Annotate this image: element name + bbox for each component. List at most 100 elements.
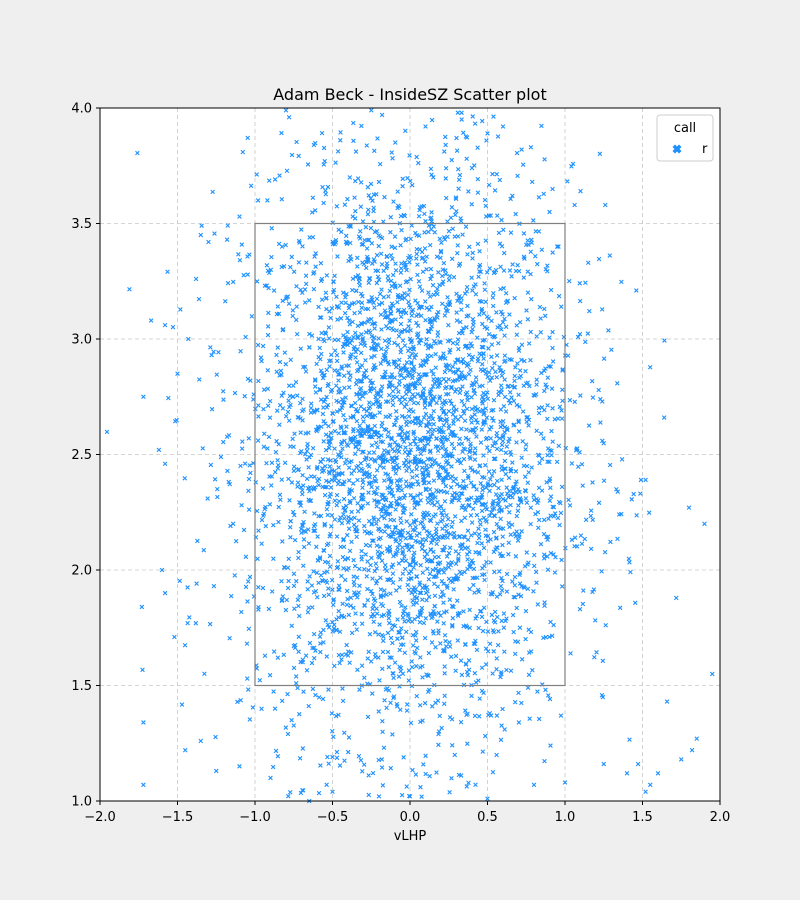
- scatter-point: [517, 570, 523, 576]
- scatter-point: [352, 195, 357, 200]
- scatter-point: [306, 298, 312, 303]
- scatter-point: [638, 491, 643, 496]
- scatter-point: [432, 536, 438, 542]
- scatter-point: [383, 457, 388, 463]
- scatter-point: [449, 204, 455, 210]
- scatter-point: [489, 342, 495, 347]
- scatter-point: [296, 260, 302, 265]
- scatter-point: [360, 492, 366, 498]
- scatter-point: [291, 468, 297, 474]
- scatter-point: [340, 686, 345, 691]
- scatter-point: [288, 357, 294, 363]
- scatter-point: [349, 458, 354, 464]
- scatter-point: [429, 304, 434, 310]
- scatter-point: [449, 441, 455, 447]
- scatter-point: [430, 431, 435, 436]
- scatter-point: [386, 294, 391, 299]
- scatter-point: [539, 247, 545, 253]
- scatter-point: [442, 369, 448, 375]
- scatter-point: [345, 340, 350, 345]
- scatter-point: [499, 217, 504, 223]
- scatter-point: [465, 252, 470, 257]
- scatter-point: [507, 268, 513, 273]
- scatter-point: [433, 574, 438, 580]
- scatter-point: [344, 291, 349, 297]
- scatter-point: [275, 753, 281, 759]
- scatter-point: [474, 613, 480, 619]
- scatter-point: [395, 636, 400, 642]
- scatter-point: [403, 445, 408, 450]
- scatter-point: [324, 478, 329, 484]
- scatter-point: [528, 629, 534, 635]
- scatter-point: [309, 583, 315, 588]
- scatter-point: [402, 449, 408, 455]
- scatter-point: [433, 644, 438, 650]
- scatter-point: [455, 337, 461, 342]
- scatter-point: [323, 618, 329, 623]
- scatter-point: [272, 177, 278, 182]
- scatter-point: [511, 398, 517, 404]
- scatter-point: [426, 290, 431, 295]
- scatter-point: [359, 554, 364, 559]
- scatter-point: [289, 254, 295, 260]
- scatter-point: [449, 742, 455, 748]
- scatter-point: [438, 488, 444, 494]
- scatter-point: [314, 570, 320, 576]
- scatter-point: [502, 394, 508, 400]
- scatter-point: [390, 622, 396, 628]
- scatter-point: [415, 323, 421, 329]
- scatter-point: [502, 359, 507, 364]
- scatter-point: [500, 227, 506, 233]
- scatter-point: [208, 462, 214, 468]
- scatter-point: [390, 272, 396, 278]
- scatter-point: [363, 552, 369, 557]
- scatter-point: [428, 393, 434, 399]
- scatter-point: [508, 668, 514, 674]
- scatter-point: [332, 241, 338, 247]
- scatter-point: [420, 511, 426, 517]
- scatter-point: [565, 179, 570, 184]
- scatter-point: [270, 764, 276, 770]
- scatter-point: [436, 505, 442, 511]
- scatter-point: [547, 696, 553, 702]
- scatter-point: [346, 565, 351, 571]
- scatter-point: [429, 640, 435, 645]
- scatter-point: [526, 470, 532, 475]
- scatter-point: [366, 450, 372, 455]
- scatter-point: [442, 356, 448, 361]
- scatter-point: [378, 593, 384, 598]
- scatter-point: [269, 254, 274, 260]
- scatter-point: [542, 313, 548, 319]
- scatter-point: [449, 385, 454, 391]
- scatter-point: [299, 530, 304, 536]
- scatter-point: [379, 613, 384, 619]
- scatter-point: [324, 405, 330, 410]
- scatter-point: [337, 629, 343, 635]
- scatter-point: [433, 365, 439, 370]
- scatter-point: [285, 691, 290, 697]
- scatter-point: [293, 317, 299, 323]
- scatter-point: [325, 184, 331, 190]
- scatter-point: [496, 340, 501, 346]
- scatter-point: [311, 631, 317, 637]
- scatter-point: [615, 489, 621, 494]
- scatter-point: [372, 629, 378, 635]
- scatter-point: [351, 120, 356, 126]
- scatter-point: [372, 148, 377, 154]
- scatter-point: [445, 234, 450, 240]
- scatter-point: [325, 512, 331, 518]
- scatter-point: [438, 255, 443, 261]
- scatter-point: [313, 692, 318, 698]
- scatter-point: [341, 496, 347, 502]
- scatter-point: [551, 504, 557, 510]
- scatter-point: [326, 687, 331, 692]
- scatter-point: [552, 416, 558, 422]
- scatter-point: [279, 264, 285, 270]
- scatter-point: [590, 395, 596, 400]
- scatter-point: [328, 523, 334, 529]
- scatter-point: [412, 528, 418, 533]
- scatter-point: [601, 440, 607, 446]
- scatter-point: [300, 483, 306, 488]
- scatter-point: [224, 237, 230, 242]
- scatter-point: [329, 477, 335, 483]
